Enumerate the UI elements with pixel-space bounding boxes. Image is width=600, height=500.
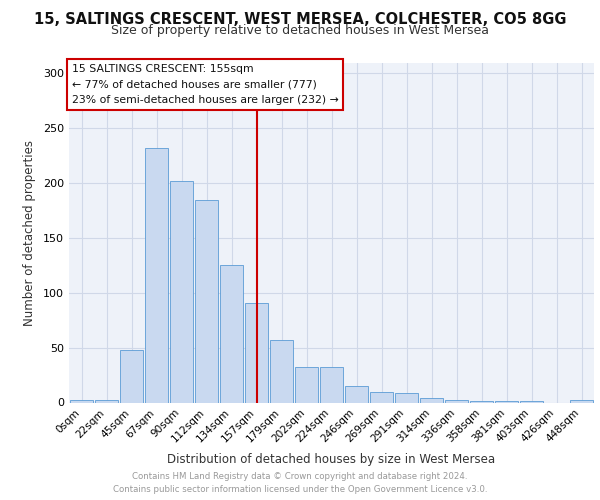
Bar [270,340,293,402]
Bar [320,368,343,402]
Bar [370,392,393,402]
Bar [145,148,168,403]
Bar [245,302,268,402]
Bar [220,266,243,402]
Text: 15 SALTINGS CRESCENT: 155sqm
← 77% of detached houses are smaller (777)
23% of s: 15 SALTINGS CRESCENT: 155sqm ← 77% of de… [71,64,338,106]
Bar [395,392,418,402]
Bar [420,398,443,402]
Bar [170,181,193,402]
Bar [95,400,118,402]
Bar [570,400,593,402]
Bar [70,400,93,402]
Text: 15, SALTINGS CRESCENT, WEST MERSEA, COLCHESTER, CO5 8GG: 15, SALTINGS CRESCENT, WEST MERSEA, COLC… [34,12,566,28]
Bar [345,386,368,402]
Text: Contains HM Land Registry data © Crown copyright and database right 2024.
Contai: Contains HM Land Registry data © Crown c… [113,472,487,494]
Bar [120,350,143,403]
X-axis label: Distribution of detached houses by size in West Mersea: Distribution of detached houses by size … [167,452,496,466]
Y-axis label: Number of detached properties: Number of detached properties [23,140,36,326]
Bar [195,200,218,402]
Text: Size of property relative to detached houses in West Mersea: Size of property relative to detached ho… [111,24,489,37]
Bar [445,400,468,402]
Bar [295,368,318,402]
